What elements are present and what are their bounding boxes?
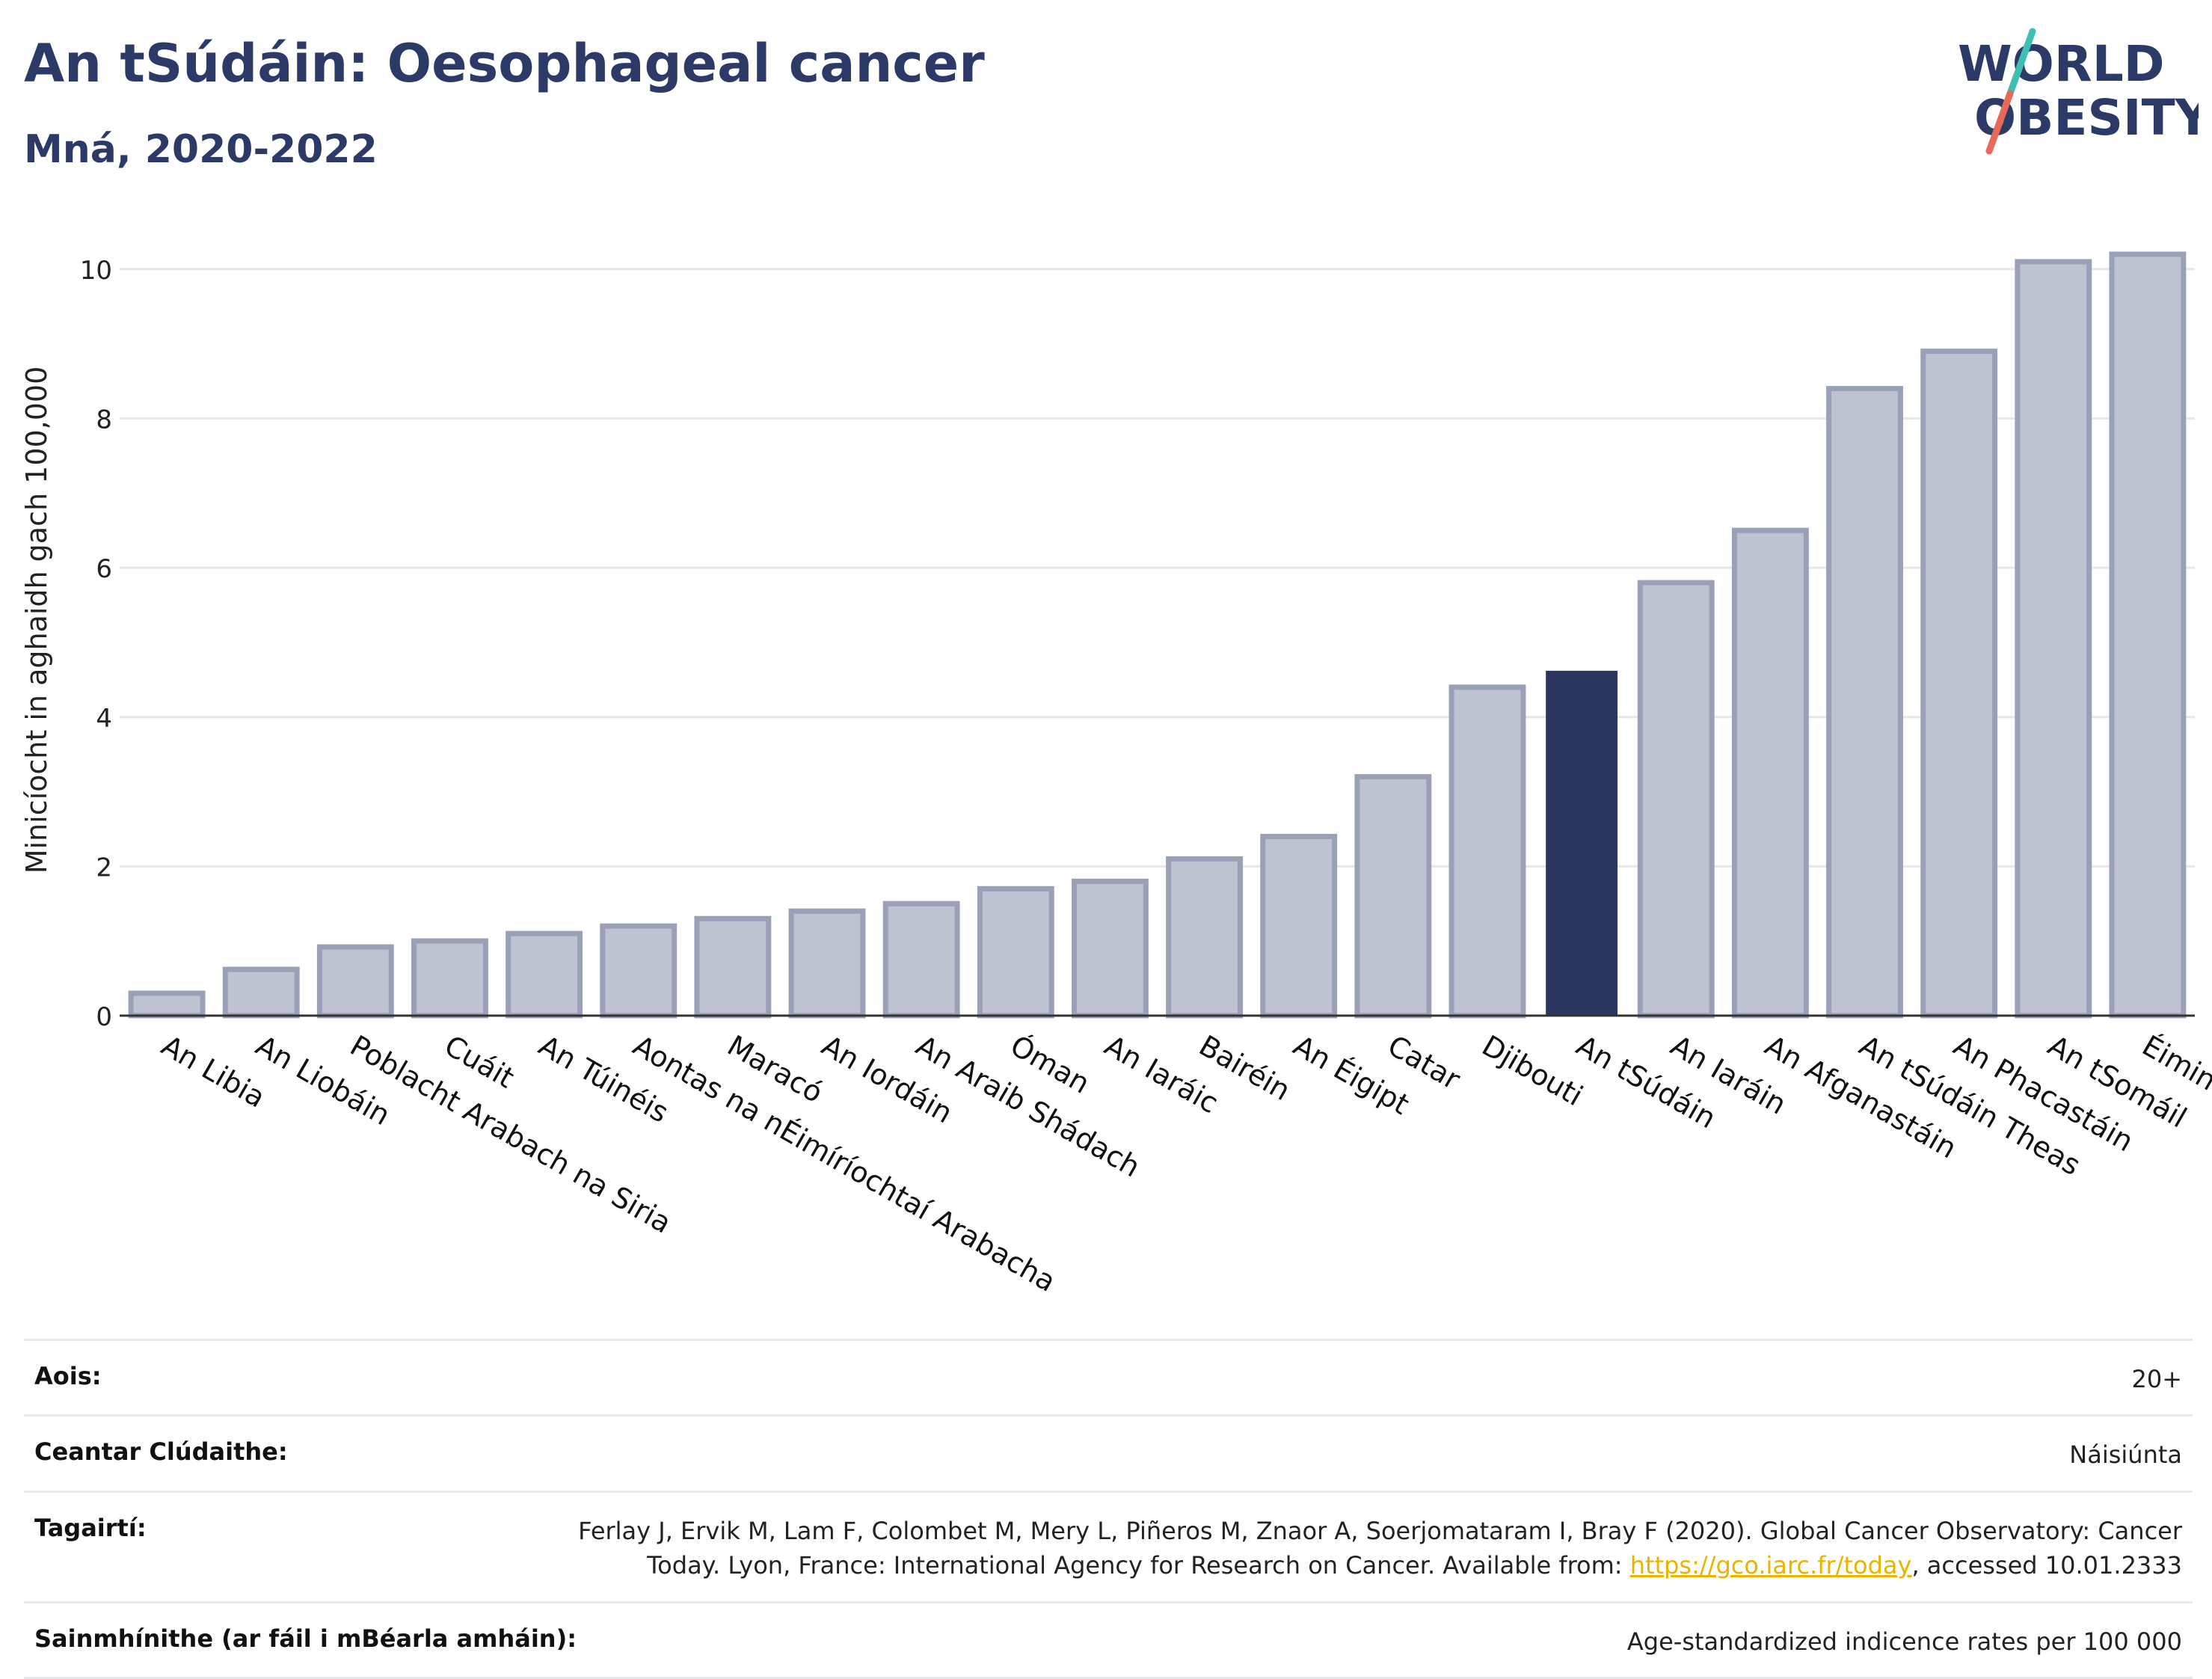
bar-16 [1637, 580, 1715, 1019]
y-axis-ticks: 0 2 4 6 8 10 [80, 256, 112, 1032]
y-axis-title: Minicíocht in aghaidh gach 100,000 [20, 366, 53, 874]
references-line1: Ferlay J, Ervik M, Lam F, Colombet M, Me… [578, 1516, 2182, 1545]
bar-9 [977, 885, 1054, 1019]
page-subtitle: Mná, 2020-2022 [24, 127, 378, 172]
bar-13 [1354, 774, 1432, 1019]
logo-line1: WORLD [1958, 35, 2165, 93]
bar-12 [1260, 833, 1338, 1019]
age-label: Aois: [34, 1362, 102, 1390]
bar-18 [1826, 386, 1903, 1019]
world-obesity-logo: WORLD OBESITY [1958, 28, 2199, 155]
bar-3 [411, 938, 488, 1019]
coverage-value: Náisiúnta [2069, 1440, 2182, 1470]
definitions-value: Age-standardized indicence rates per 100… [1626, 1627, 2182, 1656]
y-tick-label: 10 [80, 256, 112, 286]
bar-5 [600, 923, 678, 1019]
meta-row-references: Tagairtí: Ferlay J, Ervik M, Lam F, Colo… [24, 1490, 2193, 1601]
meta-row-age: Aois: 20+ [24, 1339, 2193, 1414]
y-tick-label: 8 [96, 405, 112, 435]
references-label: Tagairtí: [34, 1513, 147, 1542]
bar-6 [694, 915, 772, 1019]
definitions-label: Sainmhínithe (ar fáil i mBéarla amháin): [34, 1624, 577, 1653]
bar-highlight [1546, 670, 1618, 1016]
y-tick-label: 2 [96, 853, 112, 883]
y-tick-label: 6 [96, 554, 112, 584]
references-line2-pre: Today. Lyon, France: International Agenc… [647, 1551, 1630, 1580]
y-tick-label: 0 [96, 1002, 112, 1032]
y-tick-label: 4 [96, 704, 112, 734]
bar-20 [2015, 259, 2092, 1019]
bar-0 [128, 990, 206, 1019]
page-title: An tSúdáin: Oesophageal cancer [24, 33, 985, 94]
bars [128, 251, 2187, 1019]
bar-19 [1920, 349, 1998, 1019]
bar-11 [1166, 856, 1243, 1019]
bar-17 [1731, 527, 1809, 1019]
references-link[interactable]: https://gco.iarc.fr/today [1629, 1551, 1912, 1580]
coverage-label: Ceantar Clúdaithe: [34, 1437, 288, 1467]
bar-1 [222, 966, 300, 1019]
logo-slash-top-icon [2006, 28, 2036, 97]
meta-row-coverage: Ceantar Clúdaithe: Náisiúnta [24, 1414, 2193, 1490]
logo-slash-bottom-icon [1985, 90, 2014, 155]
references-value: Ferlay J, Ervik M, Lam F, Colombet M, Me… [578, 1514, 2182, 1583]
bar-21 [2109, 251, 2187, 1019]
age-value: 20+ [2131, 1365, 2182, 1393]
bar-14 [1448, 684, 1526, 1019]
references-line2-post: , accessed 10.01.2333 [1911, 1551, 2182, 1580]
bar-7 [788, 908, 866, 1019]
bar-2 [316, 944, 394, 1019]
bar-4 [506, 930, 583, 1019]
bar-8 [882, 900, 960, 1019]
bar-10 [1072, 878, 1149, 1019]
x-tick-label: An Libia [156, 1029, 271, 1114]
x-tick-label: Djibouti [1476, 1029, 1588, 1113]
metadata-table: Aois: 20+ Ceantar Clúdaithe: Náisiúnta T… [24, 1339, 2193, 1679]
meta-row-definitions: Sainmhínithe (ar fáil i mBéarla amháin):… [24, 1600, 2193, 1679]
